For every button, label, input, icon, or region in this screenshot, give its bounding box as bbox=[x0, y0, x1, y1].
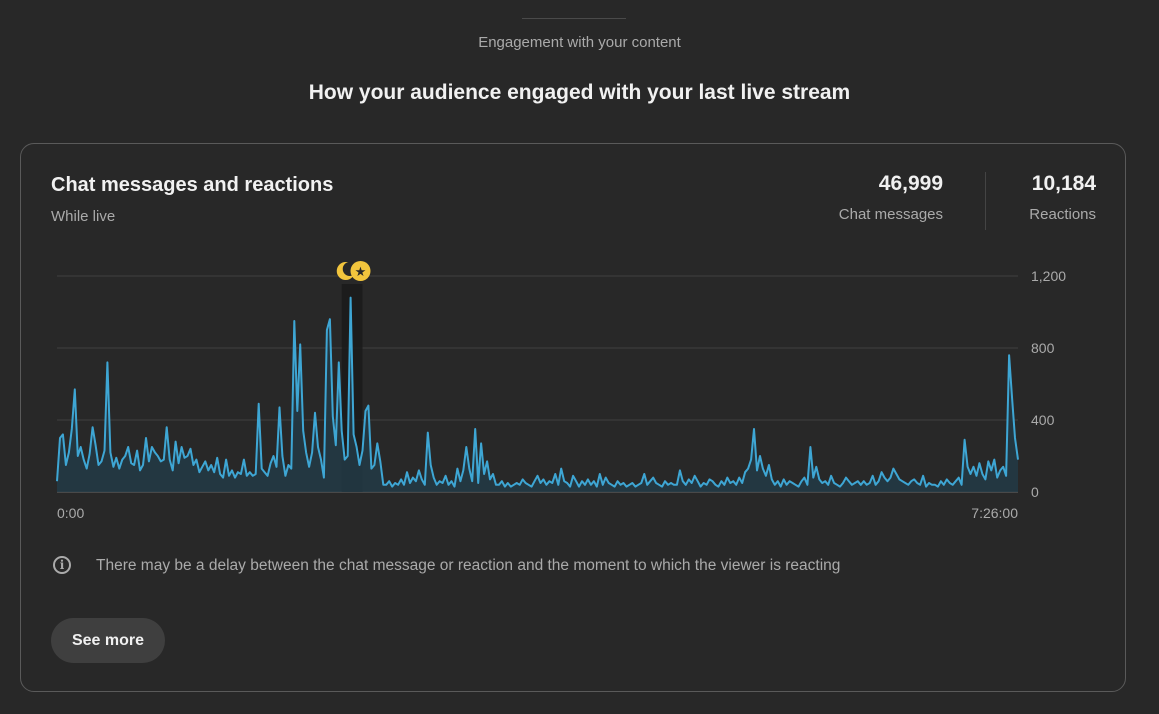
engagement-card: Chat messages and reactions While live 4… bbox=[20, 143, 1126, 692]
y-tick-label: 800 bbox=[1031, 340, 1055, 356]
see-more-button[interactable]: See more bbox=[51, 618, 165, 663]
y-tick-label: 1,200 bbox=[1031, 268, 1066, 284]
chat-messages-label: Chat messages bbox=[838, 206, 943, 223]
stat-divider bbox=[985, 172, 986, 230]
y-tick-label: 400 bbox=[1031, 412, 1055, 428]
info-text: There may be a delay between the chat me… bbox=[96, 557, 841, 574]
series-area bbox=[57, 297, 1018, 492]
reactions-value: 10,184 bbox=[1031, 172, 1096, 195]
section-title: How your audience engaged with your last… bbox=[308, 81, 851, 104]
chat-messages-stat: 46,999 Chat messages bbox=[839, 172, 943, 223]
reactions-label: Reactions bbox=[1029, 206, 1096, 223]
section-label: Engagement with your content bbox=[478, 34, 681, 51]
star-marker-icon bbox=[350, 261, 371, 281]
chat-messages-value: 46,999 bbox=[878, 172, 943, 195]
top-divider bbox=[522, 18, 626, 19]
card-title: Chat messages and reactions bbox=[51, 174, 334, 196]
reactions-stat: 10,184 Reactions bbox=[1029, 172, 1096, 223]
x-end-label: 7:26:00 bbox=[971, 505, 1018, 521]
y-tick-label: 0 bbox=[1031, 484, 1039, 500]
info-icon[interactable]: i bbox=[53, 556, 71, 574]
card-subtitle: While live bbox=[51, 208, 116, 225]
x-start-label: 0:00 bbox=[57, 505, 84, 521]
series-line bbox=[56, 296, 1019, 488]
engagement-chart[interactable]: 0 400 800 1,200 ★ 0:00 7:26:00 bbox=[21, 144, 1127, 544]
star-glyph: ★ bbox=[355, 265, 367, 280]
